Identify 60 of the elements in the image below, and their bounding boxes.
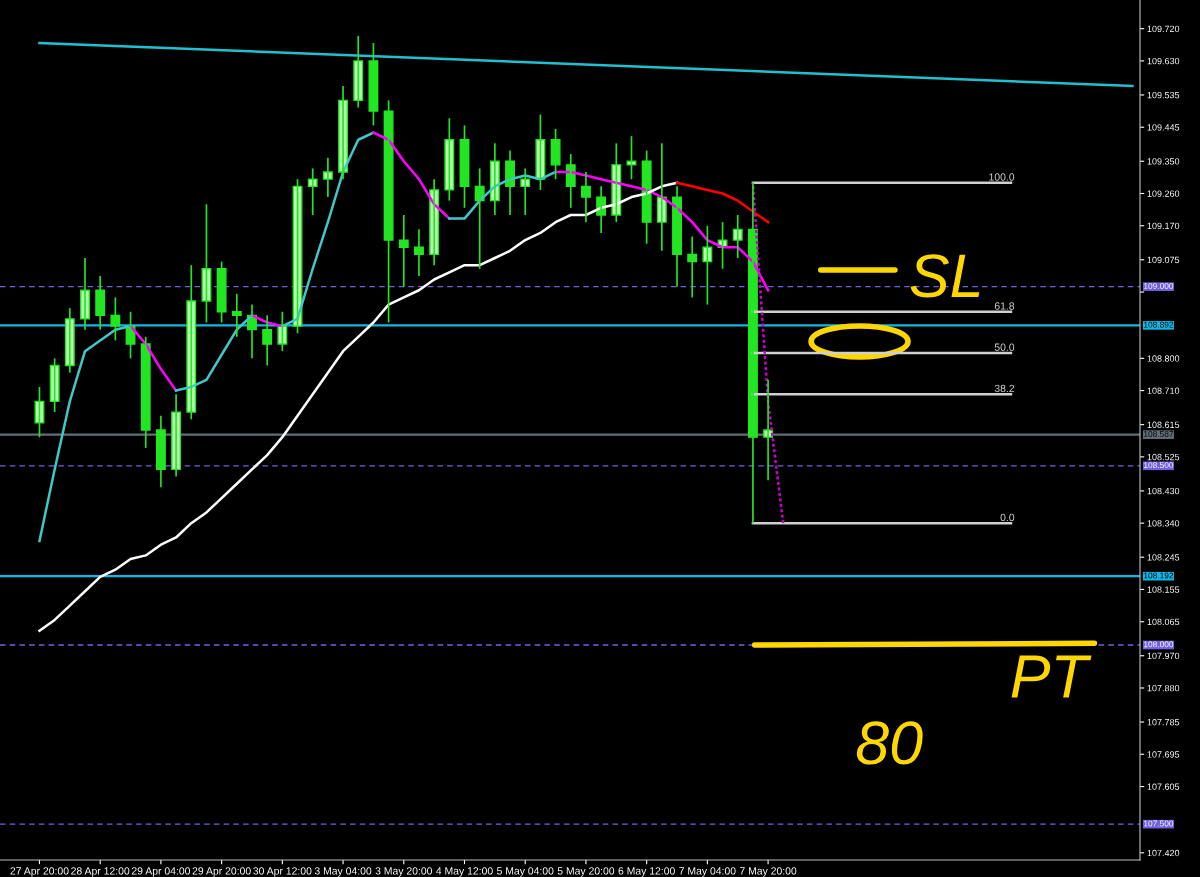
y-tick-label: 108.615: [1147, 421, 1180, 428]
y-tick-label: 108.800: [1147, 355, 1180, 362]
annotation: 50.0: [994, 343, 1015, 351]
y-tick-label: 107.880: [1147, 684, 1180, 692]
annotation: 38.2: [994, 384, 1015, 393]
candlestick: [216, 260, 227, 324]
annotation: 100.0: [989, 173, 1015, 181]
ref-line-label: 109.000: [1144, 283, 1174, 289]
y-tick-label: 108.710: [1147, 387, 1180, 394]
y-tick-label: 109.350: [1147, 158, 1180, 165]
y-tick-label: 108.065: [1147, 618, 1180, 626]
y-tick-label: 109.075: [1147, 256, 1180, 264]
candlestick: [550, 128, 561, 180]
y-tick-label: 107.785: [1147, 719, 1180, 726]
x-tick-label: 29 Apr 20:00: [192, 867, 251, 877]
y-tick-label: 107.695: [1147, 751, 1180, 758]
x-tick-label: 30 Apr 12:00: [253, 867, 312, 877]
x-tick-label: 6 May 12:00: [618, 867, 675, 877]
line-series: [675, 181, 770, 224]
x-tick-label: 3 May 20:00: [375, 867, 433, 877]
annotation: 80: [856, 721, 923, 765]
candlestick: [110, 296, 121, 342]
x-tick-label: 7 May 20:00: [739, 867, 797, 877]
annotation: PT: [1011, 655, 1092, 698]
y-tick-label: 109.170: [1147, 222, 1180, 230]
y-tick-label: 107.605: [1147, 783, 1180, 790]
annotation: 61.8: [994, 302, 1015, 310]
ref-line-label: 107.500: [1144, 820, 1174, 827]
ref-line-label: 108.000: [1144, 641, 1174, 648]
y-tick-label: 109.535: [1147, 91, 1180, 99]
y-tick-label: 108.430: [1147, 487, 1180, 495]
y-tick-label: 108.525: [1147, 453, 1180, 461]
annotation: SL: [910, 254, 980, 298]
x-tick-label: 4 May 12:00: [436, 867, 493, 877]
x-tick-label: 27 Apr 20:00: [10, 867, 69, 877]
y-tick-label: 109.260: [1147, 190, 1180, 197]
candlestick: [201, 203, 212, 324]
ref-line-label: 108.500: [1144, 462, 1174, 469]
x-tick-label: 28 Apr 12:00: [71, 867, 130, 877]
ref-line-label: 108.587: [1144, 430, 1174, 437]
ref-line-label: 108.192: [1144, 572, 1174, 579]
y-tick-label: 108.245: [1147, 554, 1180, 561]
y-tick-label: 108.340: [1147, 520, 1180, 527]
annotation: 0.0: [1000, 513, 1015, 522]
y-tick-label: 108.155: [1147, 586, 1180, 593]
y-tick-label: 109.445: [1147, 124, 1180, 131]
x-tick-label: 5 May 04:00: [496, 867, 554, 877]
x-tick-label: 3 May 04:00: [314, 867, 372, 877]
y-tick-label: 107.420: [1147, 849, 1180, 857]
y-tick-label: 107.970: [1147, 652, 1180, 660]
x-tick-label: 7 May 04:00: [679, 867, 736, 877]
y-tick-label: 109.720: [1147, 25, 1180, 33]
ref-line-label: 108.892: [1144, 321, 1174, 328]
line-series: [38, 181, 679, 632]
y-tick-label: 109.630: [1147, 57, 1180, 65]
line-series: [372, 131, 451, 220]
candlestick: [49, 357, 60, 413]
candlestick: [368, 42, 379, 127]
x-tick-label: 5 May 20:00: [557, 867, 615, 877]
x-tick-label: 29 Apr 04:00: [131, 867, 191, 877]
